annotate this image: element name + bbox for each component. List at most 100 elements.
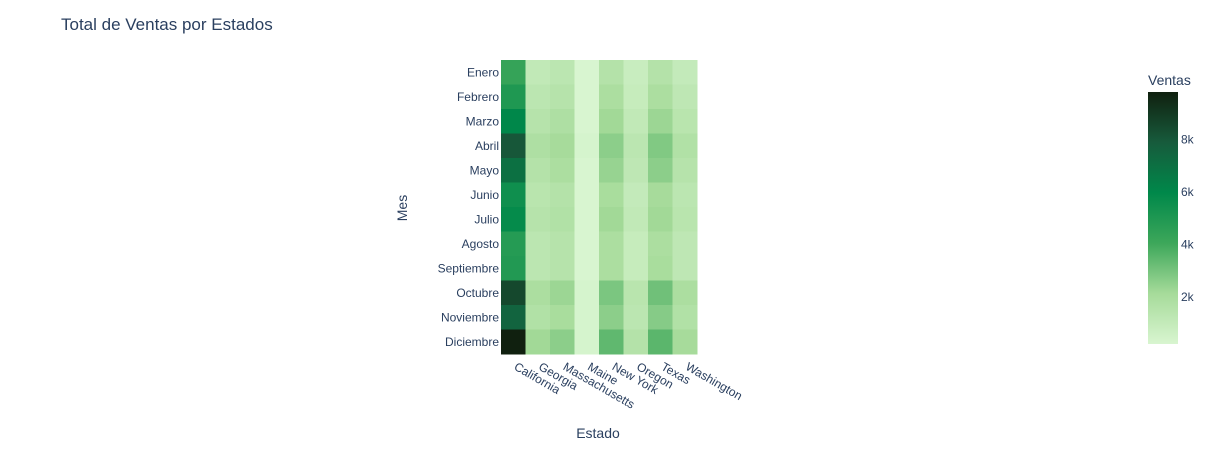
heatmap-cell[interactable] bbox=[574, 84, 600, 110]
heatmap-cell[interactable] bbox=[574, 305, 600, 330]
heatmap-cell[interactable] bbox=[672, 133, 698, 159]
heatmap-cell[interactable] bbox=[672, 280, 698, 306]
heatmap-cell[interactable] bbox=[501, 60, 526, 85]
heatmap-cell[interactable] bbox=[574, 60, 600, 85]
heatmap-cell[interactable] bbox=[648, 60, 673, 85]
heatmap-cell[interactable] bbox=[550, 207, 575, 232]
heatmap-cell[interactable] bbox=[574, 329, 600, 355]
heatmap-cell[interactable] bbox=[672, 158, 698, 183]
heatmap-cell[interactable] bbox=[648, 109, 673, 134]
heatmap-cell[interactable] bbox=[501, 329, 526, 355]
heatmap-cell[interactable] bbox=[501, 133, 526, 159]
heatmap-cell[interactable] bbox=[550, 280, 575, 306]
heatmap-cell[interactable] bbox=[525, 60, 551, 85]
heatmap-cell[interactable] bbox=[550, 109, 575, 134]
heatmap-cells[interactable] bbox=[501, 60, 698, 355]
x-axis-title: Estado bbox=[576, 425, 620, 441]
heatmap-cell[interactable] bbox=[501, 305, 526, 330]
heatmap-cell[interactable] bbox=[623, 305, 649, 330]
heatmap-cell[interactable] bbox=[623, 329, 649, 355]
heatmap-cell[interactable] bbox=[648, 231, 673, 257]
heatmap-cell[interactable] bbox=[599, 305, 624, 330]
heatmap-cell[interactable] bbox=[599, 329, 624, 355]
heatmap-cell[interactable] bbox=[672, 329, 698, 355]
heatmap-cell[interactable] bbox=[501, 280, 526, 306]
heatmap-cell[interactable] bbox=[599, 256, 624, 281]
heatmap-cell[interactable] bbox=[525, 231, 551, 257]
heatmap-cell[interactable] bbox=[501, 231, 526, 257]
heatmap-cell[interactable] bbox=[648, 207, 673, 232]
heatmap-cell[interactable] bbox=[550, 329, 575, 355]
y-tick-label: Enero bbox=[467, 65, 499, 79]
heatmap-cell[interactable] bbox=[672, 60, 698, 85]
heatmap-cell[interactable] bbox=[550, 84, 575, 110]
heatmap-cell[interactable] bbox=[623, 133, 649, 159]
heatmap-cell[interactable] bbox=[525, 256, 551, 281]
heatmap-cell[interactable] bbox=[574, 109, 600, 134]
heatmap-cell[interactable] bbox=[599, 60, 624, 85]
heatmap-cell[interactable] bbox=[550, 133, 575, 159]
heatmap-cell[interactable] bbox=[672, 84, 698, 110]
heatmap-cell[interactable] bbox=[623, 60, 649, 85]
heatmap-cell[interactable] bbox=[525, 109, 551, 134]
heatmap-cell[interactable] bbox=[574, 133, 600, 159]
heatmap-cell[interactable] bbox=[599, 84, 624, 110]
heatmap-cell[interactable] bbox=[623, 280, 649, 306]
heatmap-cell[interactable] bbox=[550, 158, 575, 183]
heatmap-cell[interactable] bbox=[550, 60, 575, 85]
heatmap-cell[interactable] bbox=[525, 84, 551, 110]
heatmap-cell[interactable] bbox=[525, 305, 551, 330]
heatmap-cell[interactable] bbox=[501, 256, 526, 281]
heatmap-cell[interactable] bbox=[599, 133, 624, 159]
heatmap-cell[interactable] bbox=[672, 256, 698, 281]
heatmap-cell[interactable] bbox=[672, 182, 698, 208]
heatmap-cell[interactable] bbox=[599, 280, 624, 306]
heatmap-cell[interactable] bbox=[599, 207, 624, 232]
heatmap-cell[interactable] bbox=[550, 231, 575, 257]
heatmap-cell[interactable] bbox=[648, 280, 673, 306]
heatmap-cell[interactable] bbox=[623, 207, 649, 232]
heatmap-cell[interactable] bbox=[501, 158, 526, 183]
heatmap-cell[interactable] bbox=[672, 305, 698, 330]
heatmap-cell[interactable] bbox=[672, 207, 698, 232]
heatmap-cell[interactable] bbox=[648, 256, 673, 281]
heatmap-cell[interactable] bbox=[648, 182, 673, 208]
heatmap-cell[interactable] bbox=[623, 256, 649, 281]
y-tick-label: Marzo bbox=[466, 114, 500, 128]
heatmap-cell[interactable] bbox=[648, 305, 673, 330]
heatmap-cell[interactable] bbox=[501, 207, 526, 232]
heatmap-cell[interactable] bbox=[574, 182, 600, 208]
heatmap-cell[interactable] bbox=[623, 231, 649, 257]
heatmap-cell[interactable] bbox=[648, 158, 673, 183]
heatmap-cell[interactable] bbox=[525, 133, 551, 159]
heatmap-cell[interactable] bbox=[574, 231, 600, 257]
heatmap-cell[interactable] bbox=[623, 109, 649, 134]
heatmap-cell[interactable] bbox=[525, 280, 551, 306]
heatmap-cell[interactable] bbox=[525, 182, 551, 208]
heatmap-cell[interactable] bbox=[623, 158, 649, 183]
heatmap-cell[interactable] bbox=[550, 182, 575, 208]
heatmap-cell[interactable] bbox=[599, 158, 624, 183]
heatmap-cell[interactable] bbox=[525, 329, 551, 355]
heatmap-cell[interactable] bbox=[501, 84, 526, 110]
heatmap-cell[interactable] bbox=[672, 109, 698, 134]
heatmap-cell[interactable] bbox=[672, 231, 698, 257]
heatmap-cell[interactable] bbox=[599, 109, 624, 134]
heatmap-cell[interactable] bbox=[648, 329, 673, 355]
heatmap-cell[interactable] bbox=[525, 158, 551, 183]
heatmap-cell[interactable] bbox=[623, 182, 649, 208]
heatmap-cell[interactable] bbox=[501, 109, 526, 134]
heatmap-cell[interactable] bbox=[599, 231, 624, 257]
heatmap-cell[interactable] bbox=[574, 280, 600, 306]
heatmap-cell[interactable] bbox=[648, 133, 673, 159]
heatmap-cell[interactable] bbox=[550, 305, 575, 330]
heatmap-cell[interactable] bbox=[525, 207, 551, 232]
heatmap-cell[interactable] bbox=[623, 84, 649, 110]
heatmap-cell[interactable] bbox=[648, 84, 673, 110]
heatmap-cell[interactable] bbox=[599, 182, 624, 208]
heatmap-cell[interactable] bbox=[574, 158, 600, 183]
heatmap-cell[interactable] bbox=[574, 207, 600, 232]
heatmap-cell[interactable] bbox=[550, 256, 575, 281]
heatmap-cell[interactable] bbox=[501, 182, 526, 208]
heatmap-cell[interactable] bbox=[574, 256, 600, 281]
